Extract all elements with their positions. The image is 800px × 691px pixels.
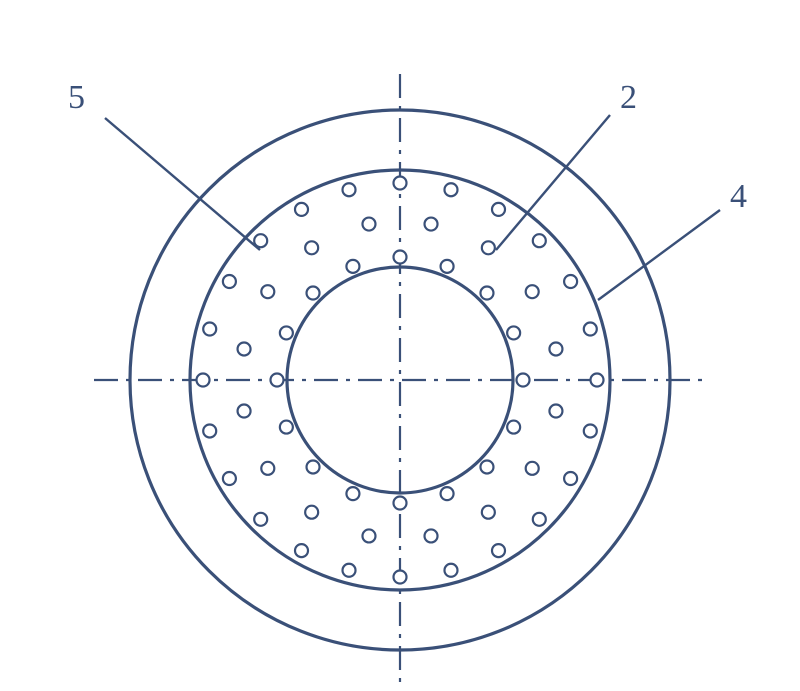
perforation-hole: [261, 462, 274, 475]
perforation-hole: [584, 424, 597, 437]
perforation-hole: [564, 472, 577, 485]
perforation-hole: [480, 287, 493, 300]
perforation-hole: [480, 460, 493, 473]
perforation-hole: [492, 203, 505, 216]
perforation-hole: [549, 342, 562, 355]
perforation-hole: [507, 326, 520, 339]
perforation-hole: [394, 177, 407, 190]
perforation-hole: [517, 374, 530, 387]
perforation-hole: [307, 460, 320, 473]
perforation-hole: [223, 472, 236, 485]
perforation-hole: [441, 260, 454, 273]
perforation-hole: [203, 424, 216, 437]
perforation-hole: [261, 285, 274, 298]
perforation-hole: [223, 275, 236, 288]
perforation-hole: [254, 513, 267, 526]
perforation-hole: [346, 487, 359, 500]
perforation-hole: [441, 487, 454, 500]
perforation-hole: [295, 544, 308, 557]
perforation-hole: [492, 544, 505, 557]
perforation-hole: [280, 421, 293, 434]
perforation-hole: [482, 506, 495, 519]
callout-label-2: 2: [620, 79, 637, 117]
perforation-hole: [343, 564, 356, 577]
perforation-hole: [444, 183, 457, 196]
perforation-hole: [394, 251, 407, 264]
callout-label-5: 5: [68, 79, 85, 117]
perforation-hole: [549, 405, 562, 418]
perforation-hole: [533, 234, 546, 247]
perforation-hole: [362, 529, 375, 542]
perforation-hole: [238, 405, 251, 418]
callout-label-4: 4: [730, 178, 747, 216]
perforation-hole: [482, 241, 495, 254]
perforation-hole: [526, 285, 539, 298]
perforation-hole: [295, 203, 308, 216]
perforation-hole: [203, 323, 216, 336]
perforation-hole: [271, 374, 284, 387]
perforation-hole: [307, 287, 320, 300]
perforation-hole: [507, 421, 520, 434]
perforation-hole: [444, 564, 457, 577]
perforation-hole: [305, 241, 318, 254]
perforation-hole: [394, 571, 407, 584]
perforation-hole: [564, 275, 577, 288]
diagram-svg: [0, 0, 800, 691]
perforation-hole: [197, 374, 210, 387]
perforation-hole: [526, 462, 539, 475]
figure-container: 5 2 4: [0, 0, 800, 691]
perforation-hole: [394, 497, 407, 510]
perforation-hole: [362, 218, 375, 231]
perforation-hole: [425, 529, 438, 542]
perforation-hole: [425, 218, 438, 231]
perforation-hole: [280, 326, 293, 339]
perforation-hole: [238, 342, 251, 355]
perforation-hole: [591, 374, 604, 387]
perforation-hole: [346, 260, 359, 273]
perforation-hole: [533, 513, 546, 526]
perforation-hole: [584, 323, 597, 336]
perforation-hole: [343, 183, 356, 196]
perforation-hole: [305, 506, 318, 519]
